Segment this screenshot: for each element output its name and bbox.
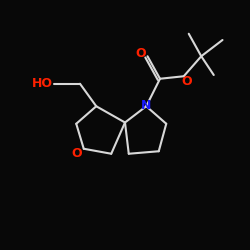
- Text: O: O: [181, 75, 192, 88]
- Text: O: O: [71, 147, 82, 160]
- Text: O: O: [135, 47, 146, 60]
- Text: HO: HO: [32, 77, 52, 90]
- Text: N: N: [141, 99, 152, 112]
